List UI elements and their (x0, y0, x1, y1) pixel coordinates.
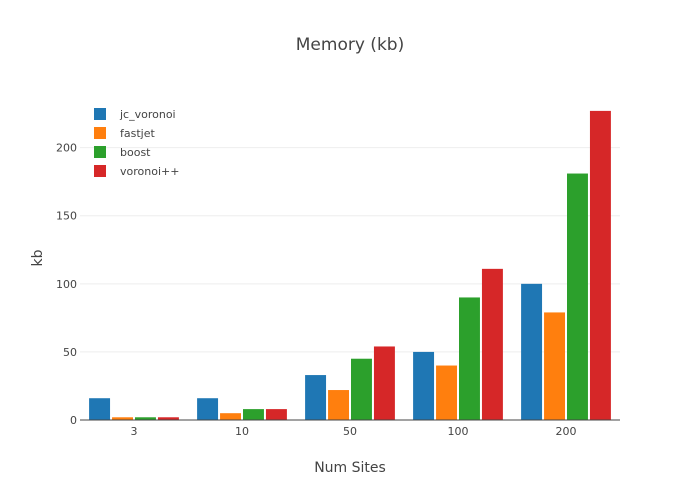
legend-swatch (94, 146, 106, 158)
bar-boost-50[interactable] (351, 358, 372, 420)
legend-label: jc_voronoi (119, 108, 176, 121)
x-tick-labels: 3 10 50 100 200 (131, 425, 577, 438)
legend-swatch (94, 165, 106, 177)
legend-item-jc_voronoi[interactable]: jc_voronoi (94, 108, 176, 121)
bar-voronoi++-3[interactable] (157, 417, 179, 420)
y-tick-label: 200 (56, 142, 77, 155)
x-tick-label: 200 (556, 425, 577, 438)
legend-item-fastjet[interactable]: fastjet (94, 127, 155, 140)
x-tick-label: 10 (235, 425, 249, 438)
x-axis-label: Num Sites (314, 460, 386, 476)
bar-boost-3[interactable] (135, 417, 156, 420)
bar-fastjet-3[interactable] (112, 417, 133, 420)
bar-voronoi++-10[interactable] (265, 409, 287, 420)
bar-boost-200[interactable] (567, 173, 588, 420)
bars (89, 110, 611, 420)
bar-voronoi++-200[interactable] (589, 110, 611, 420)
bar-voronoi++-100[interactable] (481, 268, 503, 420)
bar-fastjet-50[interactable] (328, 390, 349, 420)
x-tick-label: 50 (343, 425, 357, 438)
bar-jc_voronoi-10[interactable] (197, 398, 219, 420)
bar-jc_voronoi-100[interactable] (413, 351, 435, 420)
bar-boost-10[interactable] (243, 409, 264, 420)
chart-title: Memory (kb) (296, 35, 404, 55)
bar-jc_voronoi-3[interactable] (89, 398, 111, 420)
y-tick-label: 0 (70, 414, 77, 427)
y-tick-label: 100 (56, 278, 77, 291)
legend-item-boost[interactable]: boost (94, 146, 151, 159)
legend-swatch (94, 127, 106, 139)
legend-swatch (94, 108, 106, 120)
y-tick-label: 150 (56, 210, 77, 223)
legend-item-voronoi++[interactable]: voronoi++ (94, 165, 179, 178)
y-tick-labels: 0 50 100 150 200 (56, 142, 77, 427)
legend-label: boost (120, 146, 151, 159)
bar-fastjet-100[interactable] (436, 365, 457, 420)
bar-voronoi++-50[interactable] (373, 346, 395, 420)
bar-jc_voronoi-50[interactable] (305, 375, 327, 420)
bar-boost-100[interactable] (459, 297, 480, 420)
bar-jc_voronoi-200[interactable] (521, 283, 543, 420)
x-tick-label: 100 (448, 425, 469, 438)
x-tick-label: 3 (131, 425, 138, 438)
y-axis-label: kb (30, 249, 46, 266)
bar-fastjet-10[interactable] (220, 413, 241, 420)
bar-fastjet-200[interactable] (544, 312, 565, 420)
y-tick-label: 50 (63, 346, 77, 359)
legend-label: fastjet (120, 127, 155, 140)
legend-label: voronoi++ (120, 165, 179, 178)
